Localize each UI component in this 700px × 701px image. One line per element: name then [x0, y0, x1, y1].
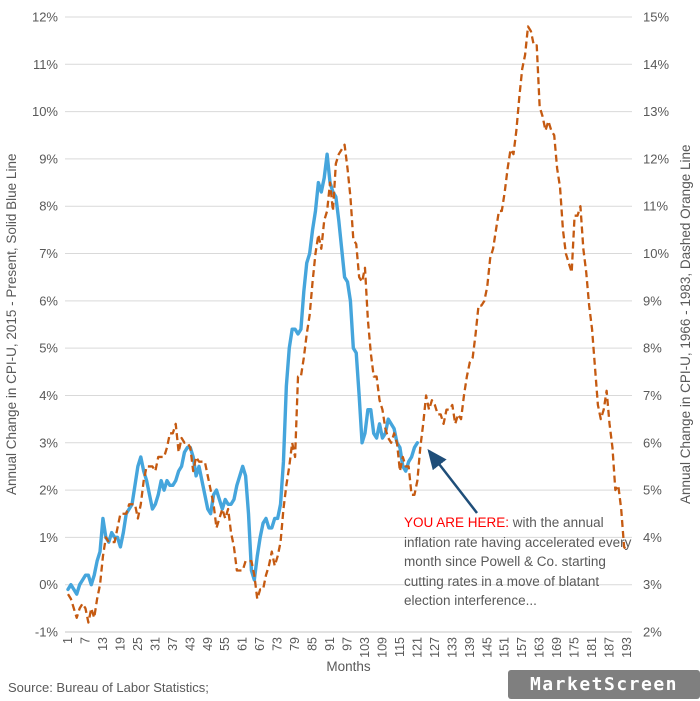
- x-axis-tick-label: 145: [480, 637, 494, 658]
- left-axis-tick-label: 10%: [32, 104, 58, 119]
- x-axis-tick-label: 133: [445, 637, 459, 658]
- left-axis-tick-label: 1%: [39, 530, 58, 545]
- x-axis-tick-labels: 1 7 13 19 25 31 37 43 49 55 61 67 73 79 85 91 97 103 109 11…: [61, 637, 634, 658]
- annotation-highlight: YOU ARE HERE:: [404, 515, 510, 530]
- left-axis-tick-labels: 12% 11% 10% 9% 8% 7% 6% 5% 4% 3% 2% 1% 0% -1%: [32, 10, 58, 640]
- you-are-here-arrow: [427, 449, 478, 514]
- x-axis-tick-label: 85: [306, 637, 320, 651]
- x-axis-tick-label: 181: [585, 637, 599, 658]
- x-axis-tick-label: 73: [271, 637, 285, 651]
- x-axis-tick-label: 163: [533, 637, 547, 658]
- x-axis-tick-label: 139: [463, 637, 477, 658]
- right-axis-tick-label: 4%: [643, 530, 662, 545]
- x-axis-tick-label: 43: [183, 637, 197, 651]
- left-axis-tick-label: -1%: [35, 625, 59, 640]
- right-axis-tick-label: 5%: [643, 483, 662, 498]
- right-axis-tick-label: 9%: [643, 293, 662, 308]
- left-axis-tick-label: 11%: [33, 57, 58, 72]
- x-axis-tick-label: 49: [201, 637, 215, 651]
- left-axis-tick-label: 8%: [39, 199, 58, 214]
- x-axis-tick-label: 79: [288, 637, 302, 651]
- x-axis-tick-label: 175: [568, 637, 582, 658]
- x-axis-tick-label: 55: [218, 637, 232, 651]
- x-axis-tick-label: 97: [341, 637, 355, 651]
- x-axis-tick-label: 121: [410, 637, 424, 658]
- x-axis-tick-label: 187: [603, 637, 617, 658]
- right-axis-tick-label: 3%: [643, 577, 662, 592]
- left-axis-tick-label: 12%: [32, 10, 58, 25]
- right-axis-tick-label: 12%: [643, 151, 669, 166]
- left-axis-tick-label: 5%: [39, 341, 58, 356]
- right-axis-tick-label: 7%: [643, 388, 662, 403]
- x-axis-tick-label: 169: [550, 637, 564, 658]
- x-axis-tick-label: 151: [498, 637, 512, 658]
- x-axis-tick-label: 61: [236, 637, 250, 651]
- orange-dashed-series: [67, 25, 628, 624]
- source-note: Source: Bureau of Labor Statistics;: [8, 680, 209, 695]
- right-axis-tick-label: 8%: [643, 341, 662, 356]
- right-axis-tick-label: 6%: [643, 435, 662, 450]
- left-axis-tick-label: 4%: [39, 388, 58, 403]
- right-axis-title: Annual Change in CPI-U, 1966 - 1983, Das…: [678, 144, 693, 505]
- x-axis-tick-label: 115: [393, 637, 407, 657]
- left-axis-tick-label: 3%: [39, 435, 58, 450]
- blue-solid-series: [66, 152, 420, 596]
- x-axis-tick-label: 193: [620, 637, 634, 658]
- left-axis-tick-label: 7%: [39, 246, 58, 261]
- x-axis-tick-label: 25: [131, 637, 145, 651]
- x-axis-tick-label: 103: [358, 637, 372, 658]
- right-axis-tick-label: 13%: [643, 104, 669, 119]
- right-axis-tick-label: 11%: [643, 199, 668, 214]
- right-axis-tick-label: 15%: [643, 10, 669, 25]
- x-axis-tick-label: 13: [96, 637, 110, 651]
- x-axis-tick-label: 19: [113, 637, 127, 651]
- data-series: [66, 25, 628, 624]
- right-axis-tick-label: 10%: [643, 246, 669, 261]
- left-axis-tick-label: 0%: [39, 577, 58, 592]
- marketscreen-logo: MarketScreen: [508, 670, 700, 699]
- x-axis-tick-label: 157: [515, 637, 529, 658]
- annotation-body: with the annual inflation rate having ac…: [404, 515, 632, 608]
- x-axis-tick-label: 37: [166, 637, 180, 651]
- x-axis-tick-label: 1: [61, 637, 75, 644]
- marketscreen-logo-text: MarketScreen: [529, 674, 679, 695]
- you-are-here-annotation: YOU ARE HERE: with the annual inflation …: [404, 513, 642, 611]
- right-axis-tick-label: 14%: [643, 57, 669, 72]
- left-axis-tick-label: 6%: [39, 293, 58, 308]
- x-axis-tick-label: 91: [323, 637, 337, 651]
- x-axis-tick-label: 7: [78, 637, 92, 644]
- right-axis-tick-label: 2%: [643, 625, 662, 640]
- x-axis-title: Months: [326, 659, 371, 674]
- left-axis-tick-label: 2%: [39, 483, 58, 498]
- x-axis-tick-label: 31: [148, 637, 162, 651]
- x-axis-tick-label: 109: [375, 637, 389, 658]
- x-axis-tick-label: 67: [253, 637, 267, 651]
- x-axis-tick-label: 127: [428, 637, 442, 658]
- left-axis-title: Annual Change in CPI-U, 2015 - Present, …: [4, 153, 19, 496]
- left-axis-tick-label: 9%: [39, 151, 58, 166]
- right-axis-tick-labels: 15% 14% 13% 12% 11% 10% 9% 8% 7% 6% 5% 4% 3% 2%: [643, 10, 669, 640]
